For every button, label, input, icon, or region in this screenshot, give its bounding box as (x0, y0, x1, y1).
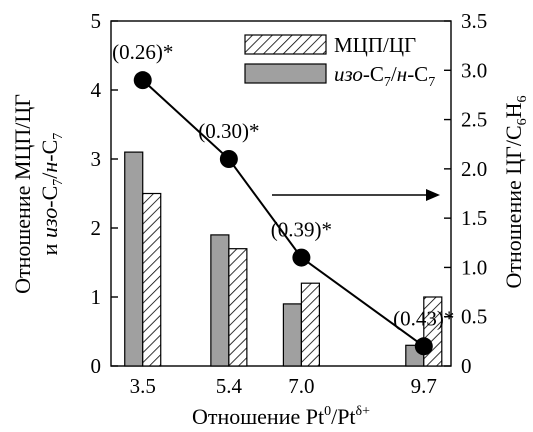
legend-swatch-hatched (244, 34, 327, 55)
x-tick-label: 7.0 (288, 374, 314, 398)
legend-swatch-solid (244, 63, 327, 84)
bar-hatched (300, 282, 320, 367)
line-point (219, 150, 238, 168)
right-tick-label: 2.0 (461, 157, 487, 181)
left-tick-label: 1 (91, 285, 102, 309)
line-series-group (133, 71, 433, 356)
x-tick-label: 9.7 (411, 374, 437, 398)
x-axis-title: Отношение Pt0/Ptδ+ (192, 404, 370, 429)
x-axis-ticks: 3.5 5.4 7.0 9.7 (130, 359, 437, 398)
right-tick-label: 1.5 (461, 206, 487, 230)
series-line (142, 79, 425, 348)
legend-label-solid: изо-C7/н-C7 (334, 62, 435, 90)
left-tick-label: 5 (91, 9, 102, 33)
legend-label-hatched: МЦП/ЦГ (334, 33, 416, 57)
point-annotation: (0.43)* (393, 306, 454, 330)
x-tick-label: 3.5 (130, 374, 156, 398)
point-annotation: (0.39)* (271, 218, 332, 242)
right-axis-arrowhead (426, 189, 440, 201)
left-tick-label: 3 (91, 147, 102, 171)
bars-group (124, 151, 443, 367)
left-axis-title-line1: Отношение МЦП/ЦГ (10, 94, 35, 294)
line-point (133, 71, 152, 90)
plot-frame (110, 20, 452, 367)
right-tick-label: 3.5 (461, 9, 487, 33)
right-tick-label: 2.5 (461, 108, 487, 132)
line-point (414, 337, 433, 356)
bar-solid (124, 151, 144, 367)
left-axis-ticks: 0 1 2 3 4 5 (91, 9, 118, 378)
left-axis-title-line2: и изо-C7/н-C7 (37, 133, 66, 256)
right-axis-ticks: 0 0.5 1.0 1.5 2.0 2.5 3.0 3.5 (444, 9, 487, 378)
right-tick-label: 3.0 (461, 58, 487, 82)
right-axis-title: Отношение ЦГ/C6H6 (501, 95, 530, 288)
left-tick-label: 2 (91, 216, 102, 240)
point-annotation: (0.30)* (198, 119, 259, 143)
line-point (292, 248, 311, 267)
bar-hatched (228, 248, 248, 367)
bar-solid (282, 303, 302, 367)
bar-solid (210, 234, 230, 367)
point-annotation: (0.26)* (112, 40, 173, 64)
left-tick-label: 0 (91, 354, 102, 378)
right-tick-label: 0 (461, 354, 472, 378)
left-tick-label: 4 (91, 78, 102, 102)
right-tick-label: 1.0 (461, 255, 487, 279)
bar-hatched (142, 192, 162, 367)
legend: МЦП/ЦГ изо-C7/н-C7 (244, 33, 435, 90)
annotations-group: (0.26)* (0.30)* (0.39)* (0.43)* (112, 40, 454, 330)
x-tick-label: 5.4 (216, 374, 243, 398)
right-tick-label: 0.5 (461, 305, 487, 329)
